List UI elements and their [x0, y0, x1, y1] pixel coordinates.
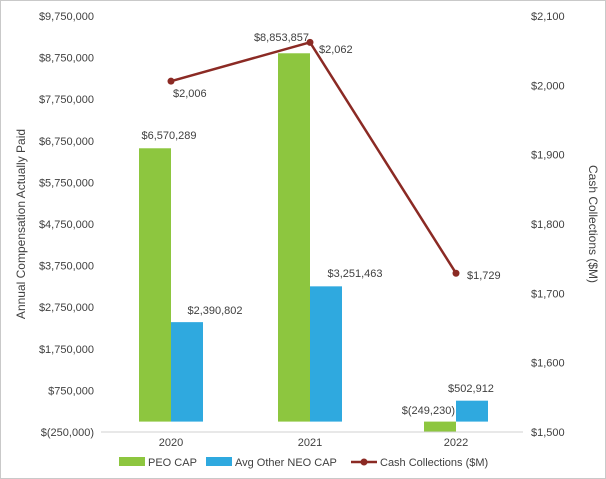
y2-tick-label: $1,600 — [531, 358, 565, 370]
legend: PEO CAP Avg Other NEO CAP Cash Collections… — [119, 457, 488, 469]
bar-peo-cap-2022 — [424, 421, 456, 432]
data-label: $502,912 — [448, 383, 494, 395]
y-tick-label: $8,750,000 — [39, 53, 94, 65]
line-layer — [167, 38, 460, 277]
axes-layer: $(250,000) $750,000 $1,750,000 $2,750,000 $3… — [14, 11, 600, 449]
y-tick-label: $750,000 — [48, 385, 94, 397]
bar-avg-other-neo-cap-2021 — [310, 286, 342, 422]
data-label: $(249,230) — [402, 405, 455, 417]
bars-layer — [139, 53, 488, 432]
x-tick-label: 2020 — [159, 437, 183, 449]
bar-avg-other-neo-cap-2022 — [456, 400, 488, 422]
legend-label-avg-other-neo-cap: Avg Other NEO CAP — [235, 457, 337, 469]
data-labels-layer: $6,570,289 $8,853,857 $(249,230) $2,390,802… — [141, 32, 500, 417]
line-data-label: $1,729 — [467, 270, 501, 282]
line-point-2022 — [452, 269, 460, 277]
y-tick-label: $9,750,000 — [39, 11, 94, 23]
y2-tick-label: $2,000 — [531, 80, 565, 92]
line-data-label: $2,062 — [319, 44, 353, 56]
y-tick-label: $6,750,000 — [39, 136, 94, 148]
y-tick-label: $1,750,000 — [39, 344, 94, 356]
y2-tick-label: $1,900 — [531, 150, 565, 162]
bar-avg-other-neo-cap-2020 — [171, 322, 203, 422]
line-point-2020 — [167, 77, 175, 85]
y2-tick-label: $2,100 — [531, 11, 565, 23]
cash-collections-line — [170, 40, 458, 274]
bar-peo-cap-2021 — [278, 53, 310, 422]
y-tick-label: $4,750,000 — [39, 219, 94, 231]
legend-label-cash-collections: Cash Collections ($M) — [380, 457, 488, 469]
legend-swatch-avg-other-neo-cap — [206, 457, 232, 466]
data-label: $8,853,857 — [254, 32, 309, 44]
y-tick-label: $7,750,000 — [39, 94, 94, 106]
data-label: $6,570,289 — [141, 130, 196, 142]
line-data-label: $2,006 — [173, 88, 207, 100]
y2-tick-label: $1,800 — [531, 219, 565, 231]
y2-tick-label: $1,500 — [531, 427, 565, 439]
data-label: $3,251,463 — [327, 268, 382, 280]
bar-peo-cap-2020 — [139, 148, 171, 422]
y2-axis-title: Cash Collections ($M) — [586, 165, 600, 283]
y-tick-label: $5,750,000 — [39, 177, 94, 189]
y2-tick-label: $1,700 — [531, 288, 565, 300]
line-point-2021 — [306, 38, 314, 46]
y-axis-title: Annual Compensation Actually Paid — [14, 129, 28, 319]
y-tick-label: $(250,000) — [41, 427, 94, 439]
data-label: $2,390,802 — [187, 305, 242, 317]
y-tick-label: $2,750,000 — [39, 302, 94, 314]
legend-marker-cash-collections — [360, 458, 368, 466]
y-tick-label: $3,750,000 — [39, 261, 94, 273]
legend-swatch-peo-cap — [119, 457, 145, 466]
x-tick-label: 2021 — [298, 437, 322, 449]
x-tick-label: 2022 — [444, 437, 468, 449]
legend-label-peo-cap: PEO CAP — [148, 457, 197, 469]
